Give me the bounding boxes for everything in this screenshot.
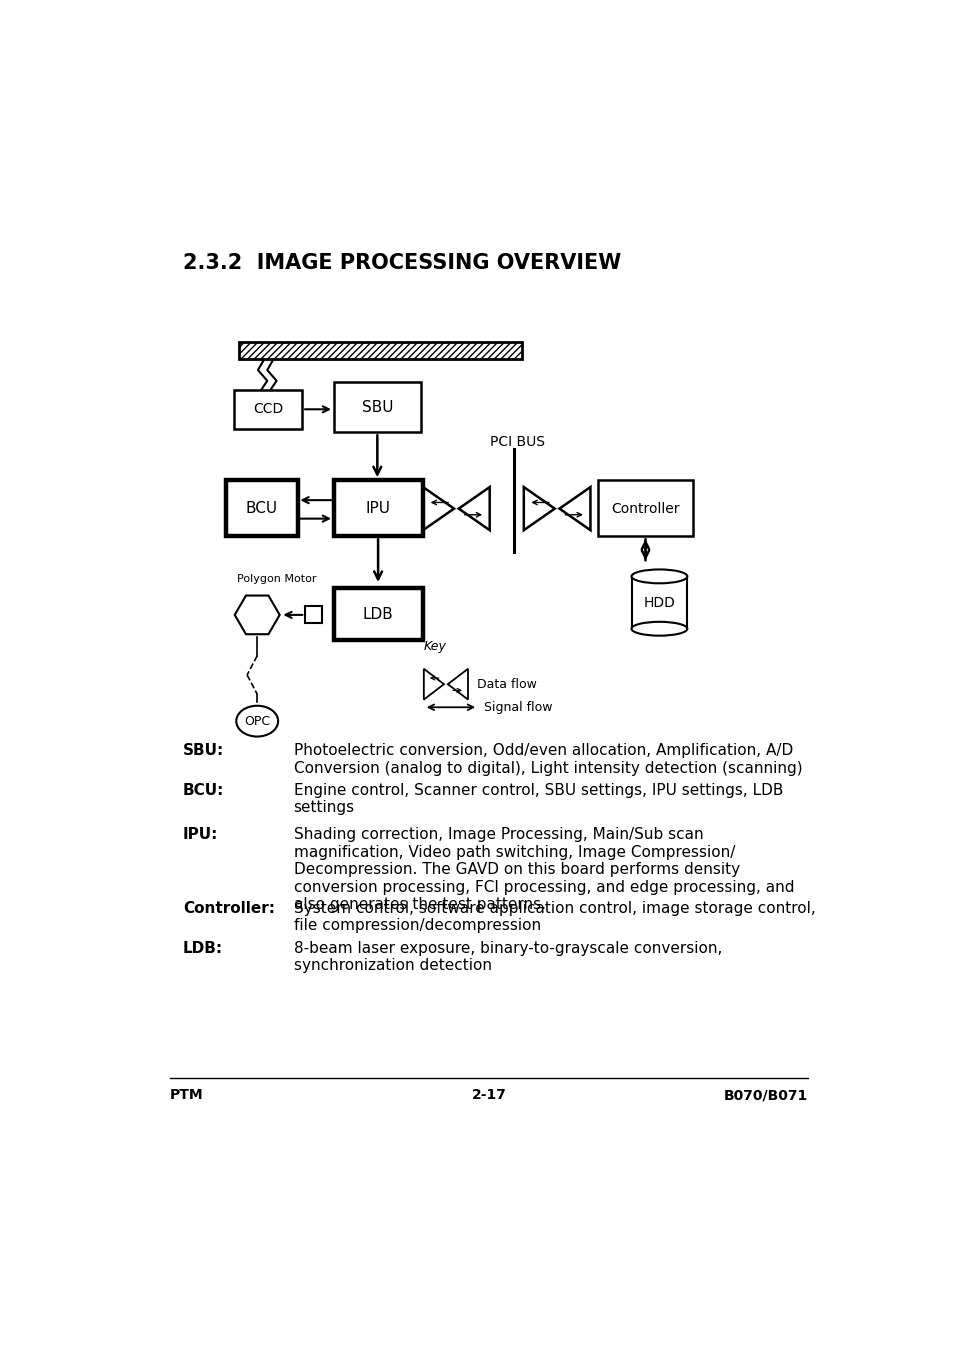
Text: Data flow: Data flow <box>476 678 537 690</box>
Ellipse shape <box>631 621 686 636</box>
Text: PCI BUS: PCI BUS <box>489 435 544 450</box>
Text: HDD: HDD <box>643 596 675 609</box>
Bar <box>334 382 420 432</box>
Text: Key: Key <box>423 640 446 654</box>
Text: PTM: PTM <box>170 1089 203 1102</box>
Bar <box>598 480 692 536</box>
Bar <box>631 577 686 628</box>
Text: OPC: OPC <box>244 715 270 728</box>
Text: SBU: SBU <box>361 400 393 415</box>
Bar <box>233 390 302 428</box>
Bar <box>239 342 521 359</box>
Text: LDB: LDB <box>362 607 393 621</box>
Text: Controller: Controller <box>611 501 679 516</box>
Bar <box>226 480 297 536</box>
Text: Polygon Motor: Polygon Motor <box>236 574 316 584</box>
Text: IPU: IPU <box>365 501 390 516</box>
Text: IPU:: IPU: <box>183 827 218 843</box>
Bar <box>305 607 322 623</box>
Text: SBU:: SBU: <box>183 743 224 758</box>
Text: Signal flow: Signal flow <box>484 701 552 713</box>
Text: 2.3.2  IMAGE PROCESSING OVERVIEW: 2.3.2 IMAGE PROCESSING OVERVIEW <box>183 253 620 273</box>
Bar <box>334 588 422 640</box>
Text: Controller:: Controller: <box>183 901 274 916</box>
Text: System control, software application control, image storage control,
file compre: System control, software application con… <box>294 901 815 934</box>
Text: Photoelectric conversion, Odd/even allocation, Amplification, A/D
Conversion (an: Photoelectric conversion, Odd/even alloc… <box>294 743 801 775</box>
Text: BCU:: BCU: <box>183 782 224 797</box>
Bar <box>239 342 521 359</box>
Bar <box>334 480 422 536</box>
Text: CCD: CCD <box>253 403 283 416</box>
Text: BCU: BCU <box>246 501 277 516</box>
Text: Engine control, Scanner control, SBU settings, IPU settings, LDB
settings: Engine control, Scanner control, SBU set… <box>294 782 782 815</box>
Text: 2-17: 2-17 <box>471 1089 506 1102</box>
Text: 8-beam laser exposure, binary-to-grayscale conversion,
synchronization detection: 8-beam laser exposure, binary-to-graysca… <box>294 940 721 973</box>
Ellipse shape <box>631 570 686 584</box>
Text: LDB:: LDB: <box>183 940 223 955</box>
Text: Shading correction, Image Processing, Main/Sub scan
magnification, Video path sw: Shading correction, Image Processing, Ma… <box>294 827 793 912</box>
Ellipse shape <box>236 705 278 736</box>
Text: B070/B071: B070/B071 <box>723 1089 807 1102</box>
